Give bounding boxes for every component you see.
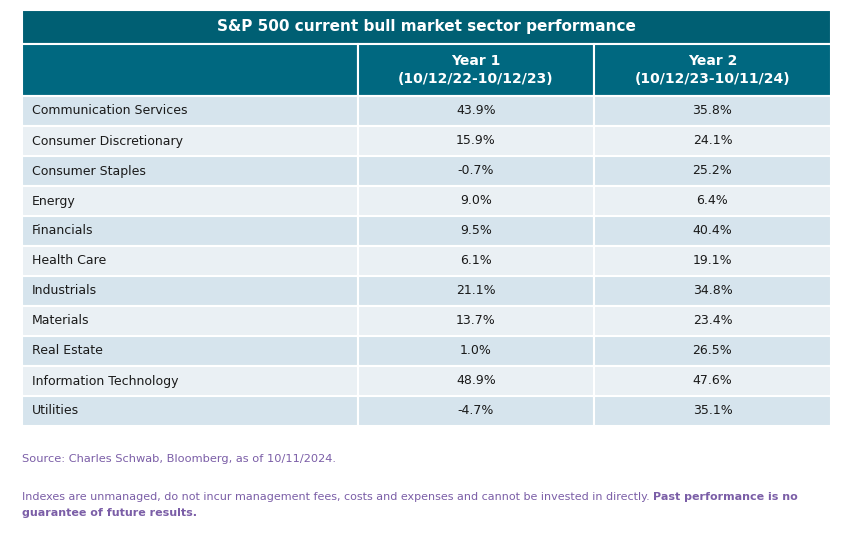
Bar bbox=[22, 276, 357, 306]
Bar bbox=[22, 186, 357, 216]
Bar bbox=[357, 44, 593, 96]
Text: 21.1%: 21.1% bbox=[456, 284, 495, 297]
Bar bbox=[357, 306, 593, 336]
Text: Industrials: Industrials bbox=[32, 284, 97, 297]
Bar bbox=[593, 276, 830, 306]
Bar bbox=[22, 366, 357, 396]
Bar bbox=[22, 216, 357, 246]
Bar bbox=[22, 306, 357, 336]
Bar bbox=[357, 126, 593, 156]
Bar bbox=[22, 44, 357, 96]
Text: 15.9%: 15.9% bbox=[456, 134, 495, 147]
Text: Indexes are unmanaged, do not incur management fees, costs and expenses and cann: Indexes are unmanaged, do not incur mana… bbox=[22, 492, 653, 502]
Text: 34.8%: 34.8% bbox=[692, 284, 732, 297]
Text: 40.4%: 40.4% bbox=[692, 225, 732, 237]
Text: 25.2%: 25.2% bbox=[692, 165, 732, 178]
Text: 6.1%: 6.1% bbox=[459, 254, 491, 268]
Text: Past performance is no: Past performance is no bbox=[653, 492, 797, 502]
Text: Financials: Financials bbox=[32, 225, 94, 237]
Text: Consumer Staples: Consumer Staples bbox=[32, 165, 146, 178]
Bar bbox=[357, 156, 593, 186]
Text: 6.4%: 6.4% bbox=[696, 194, 728, 208]
Text: 47.6%: 47.6% bbox=[692, 375, 732, 388]
Text: Utilities: Utilities bbox=[32, 404, 79, 418]
Bar bbox=[593, 126, 830, 156]
Text: Consumer Discretionary: Consumer Discretionary bbox=[32, 134, 183, 147]
Bar bbox=[593, 366, 830, 396]
Bar bbox=[593, 156, 830, 186]
Bar bbox=[593, 246, 830, 276]
Text: guarantee of future results.: guarantee of future results. bbox=[22, 508, 197, 518]
Bar bbox=[593, 44, 830, 96]
Text: Source: Charles Schwab, Bloomberg, as of 10/11/2024.: Source: Charles Schwab, Bloomberg, as of… bbox=[22, 454, 336, 464]
Text: Information Technology: Information Technology bbox=[32, 375, 178, 388]
Text: 23.4%: 23.4% bbox=[692, 315, 731, 328]
Text: 48.9%: 48.9% bbox=[456, 375, 495, 388]
Text: Year 1
(10/12/22-10/12/23): Year 1 (10/12/22-10/12/23) bbox=[398, 54, 553, 86]
Text: 13.7%: 13.7% bbox=[456, 315, 495, 328]
Bar bbox=[22, 396, 357, 426]
Bar bbox=[22, 336, 357, 366]
Bar bbox=[593, 396, 830, 426]
Bar bbox=[22, 96, 357, 126]
Text: 24.1%: 24.1% bbox=[692, 134, 731, 147]
Text: Health Care: Health Care bbox=[32, 254, 106, 268]
Bar bbox=[22, 126, 357, 156]
Bar bbox=[357, 396, 593, 426]
Text: S&P 500 current bull market sector performance: S&P 500 current bull market sector perfo… bbox=[216, 20, 636, 35]
Bar bbox=[22, 10, 830, 44]
Bar bbox=[357, 246, 593, 276]
Bar bbox=[22, 156, 357, 186]
Text: Energy: Energy bbox=[32, 194, 76, 208]
Bar bbox=[357, 276, 593, 306]
Text: Communication Services: Communication Services bbox=[32, 105, 187, 118]
Bar bbox=[593, 186, 830, 216]
Bar bbox=[593, 216, 830, 246]
Text: 1.0%: 1.0% bbox=[459, 344, 492, 357]
Bar bbox=[593, 306, 830, 336]
Bar bbox=[357, 96, 593, 126]
Text: Year 2
(10/12/23-10/11/24): Year 2 (10/12/23-10/11/24) bbox=[634, 54, 789, 86]
Text: 26.5%: 26.5% bbox=[692, 344, 732, 357]
Text: -0.7%: -0.7% bbox=[457, 165, 493, 178]
Text: 19.1%: 19.1% bbox=[692, 254, 731, 268]
Text: -4.7%: -4.7% bbox=[458, 404, 493, 418]
Text: Real Estate: Real Estate bbox=[32, 344, 103, 357]
Text: 9.0%: 9.0% bbox=[459, 194, 492, 208]
Text: 35.8%: 35.8% bbox=[692, 105, 732, 118]
Bar bbox=[357, 366, 593, 396]
Bar bbox=[22, 246, 357, 276]
Bar bbox=[357, 186, 593, 216]
Bar bbox=[357, 336, 593, 366]
Text: Materials: Materials bbox=[32, 315, 89, 328]
Text: 35.1%: 35.1% bbox=[692, 404, 732, 418]
Bar bbox=[357, 216, 593, 246]
Bar bbox=[593, 336, 830, 366]
Bar bbox=[593, 96, 830, 126]
Text: 43.9%: 43.9% bbox=[456, 105, 495, 118]
Text: 9.5%: 9.5% bbox=[459, 225, 492, 237]
